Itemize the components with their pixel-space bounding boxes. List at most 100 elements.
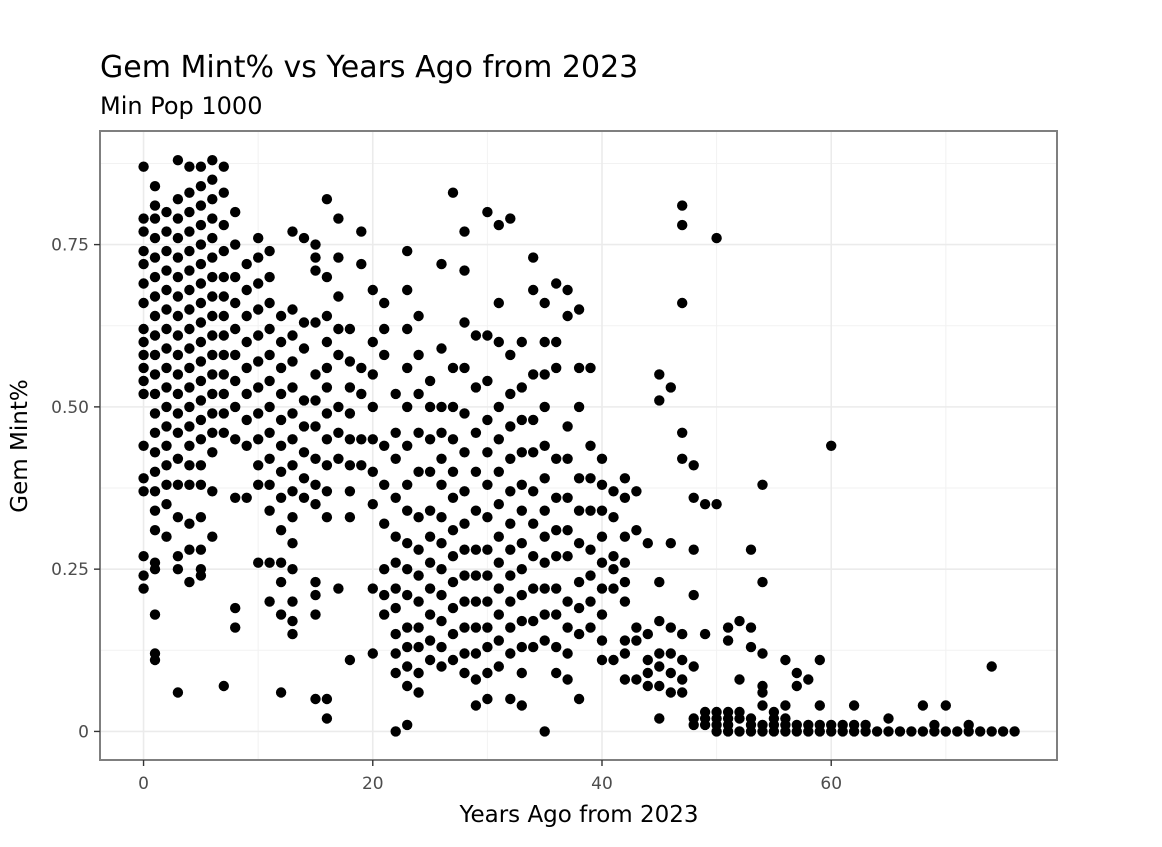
data-point	[379, 609, 390, 620]
data-point	[551, 551, 562, 562]
data-point	[826, 440, 837, 451]
data-point	[390, 453, 401, 464]
data-point	[482, 375, 493, 387]
data-point	[803, 674, 814, 685]
data-point	[997, 726, 1009, 737]
data-point	[447, 551, 459, 562]
data-point	[826, 726, 837, 737]
data-point	[172, 213, 184, 224]
data-point	[161, 499, 172, 510]
data-point	[241, 310, 252, 322]
data-point	[275, 310, 287, 322]
data-point	[745, 726, 757, 737]
data-point	[619, 492, 631, 503]
data-point	[654, 615, 665, 627]
data-point	[184, 479, 195, 490]
data-point	[172, 232, 184, 244]
data-point	[218, 161, 229, 172]
data-point	[413, 687, 424, 698]
data-point	[287, 408, 298, 419]
data-point	[699, 719, 711, 731]
data-point	[149, 181, 161, 192]
data-point	[149, 349, 161, 361]
data-point	[253, 382, 264, 393]
data-point	[298, 317, 310, 328]
data-point	[608, 486, 619, 497]
data-point	[184, 362, 195, 374]
data-point	[207, 310, 218, 322]
data-point	[539, 297, 550, 309]
data-point	[287, 356, 298, 367]
data-point	[264, 505, 275, 516]
data-point	[539, 440, 550, 451]
data-point	[424, 505, 436, 516]
data-point	[436, 589, 447, 601]
data-point	[390, 628, 401, 640]
data-point	[734, 713, 745, 724]
data-point	[528, 284, 539, 296]
data-point	[264, 297, 275, 309]
data-point	[298, 473, 310, 484]
data-point	[551, 362, 562, 374]
data-point	[459, 447, 470, 458]
data-point	[390, 531, 401, 542]
data-point	[413, 310, 424, 322]
data-point	[619, 596, 631, 607]
data-point	[230, 323, 241, 335]
data-point	[585, 473, 596, 484]
data-point	[275, 388, 287, 400]
data-point	[149, 232, 161, 244]
data-point	[253, 460, 264, 471]
data-point	[413, 427, 424, 438]
data-point	[149, 447, 161, 458]
data-point	[585, 505, 596, 516]
data-point	[379, 323, 390, 335]
data-point	[321, 713, 333, 724]
data-point	[149, 291, 161, 302]
data-point	[195, 395, 207, 406]
data-point	[195, 434, 207, 445]
data-point	[195, 317, 207, 328]
data-point	[642, 538, 653, 549]
data-point	[734, 726, 745, 737]
data-point	[516, 667, 527, 679]
data-point	[184, 440, 195, 451]
data-point	[1009, 726, 1020, 737]
data-point	[539, 726, 550, 737]
data-point	[310, 499, 321, 510]
data-point	[218, 310, 229, 322]
data-point	[447, 602, 459, 614]
data-point	[367, 284, 378, 296]
data-point	[367, 583, 378, 594]
data-point	[172, 369, 184, 380]
data-point	[367, 499, 378, 510]
data-point	[688, 661, 699, 672]
data-point	[333, 427, 344, 438]
data-point	[207, 427, 218, 438]
data-point	[230, 297, 241, 309]
data-point	[321, 310, 333, 322]
data-point	[241, 388, 252, 400]
data-point	[573, 576, 585, 588]
data-point	[596, 453, 608, 464]
data-point	[207, 369, 218, 380]
data-point	[253, 557, 264, 568]
data-point	[482, 596, 493, 607]
data-point	[528, 447, 539, 458]
data-point	[287, 512, 298, 523]
data-point	[161, 206, 172, 218]
data-point	[172, 271, 184, 283]
data-point	[551, 667, 562, 679]
data-point	[402, 284, 413, 296]
data-point	[195, 375, 207, 387]
data-point	[149, 525, 161, 536]
y-tick-label: 0.25	[51, 560, 89, 580]
data-point	[562, 421, 573, 432]
data-point	[424, 557, 436, 568]
data-point	[413, 596, 424, 607]
data-point	[218, 408, 229, 419]
data-point	[264, 596, 275, 607]
data-point	[436, 512, 447, 523]
data-point	[402, 505, 413, 516]
data-point	[413, 512, 424, 523]
